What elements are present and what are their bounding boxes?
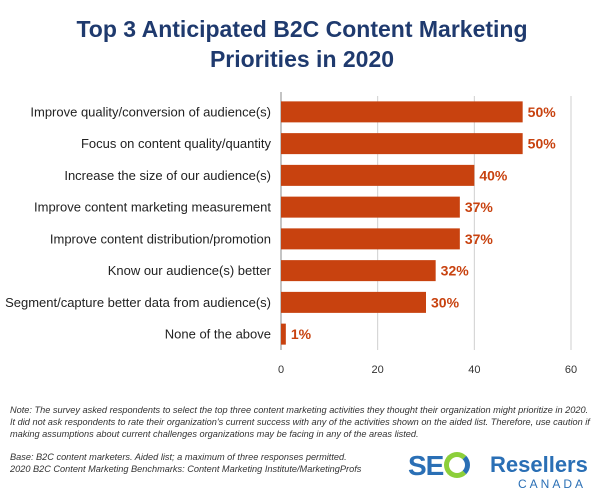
category-label: Improve content marketing measurement bbox=[34, 200, 271, 215]
value-label: 37% bbox=[465, 231, 494, 247]
base-line: Base: B2C content marketers. Aided list;… bbox=[10, 452, 347, 462]
logo-seo-text: SE bbox=[408, 450, 444, 481]
logo-seo: SE bbox=[408, 450, 471, 482]
title-line-1: Top 3 Anticipated B2C Content Marketing bbox=[76, 16, 528, 42]
logo-resellers: Resellers bbox=[490, 452, 588, 477]
category-label: Focus on content quality/quantity bbox=[81, 136, 272, 151]
value-label: 1% bbox=[291, 326, 312, 342]
category-label: Know our audience(s) better bbox=[108, 263, 272, 278]
bar bbox=[281, 323, 286, 345]
source-line: 2020 B2C Content Marketing Benchmarks: C… bbox=[10, 464, 362, 474]
logo-o-icon bbox=[444, 452, 471, 478]
value-label: 37% bbox=[465, 199, 494, 215]
x-tick-label: 40 bbox=[468, 364, 480, 376]
category-label: None of the above bbox=[165, 327, 271, 342]
value-labels: 50% 50% 40% 37% 37% 32% 30% 1% bbox=[291, 104, 556, 342]
x-axis-ticks: 0 20 40 60 bbox=[278, 364, 577, 376]
category-label: Improve quality/conversion of audience(s… bbox=[30, 104, 271, 119]
seo-resellers-logo: SE Resellers CANADA bbox=[408, 448, 598, 496]
value-label: 30% bbox=[431, 294, 460, 310]
x-tick-label: 0 bbox=[278, 364, 284, 376]
bar-chart: Improve quality/conversion of audience(s… bbox=[5, 92, 577, 376]
x-tick-label: 60 bbox=[565, 364, 577, 376]
bar bbox=[281, 101, 523, 123]
value-label: 50% bbox=[528, 104, 557, 120]
bar bbox=[281, 196, 460, 218]
bar bbox=[281, 133, 523, 155]
logo-canada: CANADA bbox=[518, 477, 587, 491]
category-label: Improve content distribution/promotion bbox=[50, 231, 271, 246]
base-source: Base: B2C content marketers. Aided list;… bbox=[10, 451, 430, 475]
bar bbox=[281, 164, 475, 186]
title-line-2: Priorities in 2020 bbox=[209, 46, 395, 72]
bars-group bbox=[281, 101, 523, 345]
x-tick-label: 20 bbox=[372, 364, 384, 376]
bar bbox=[281, 291, 426, 313]
category-labels: Improve quality/conversion of audience(s… bbox=[5, 104, 272, 341]
value-label: 40% bbox=[479, 167, 508, 183]
category-label: Increase the size of our audience(s) bbox=[64, 168, 271, 183]
value-label: 32% bbox=[441, 263, 470, 279]
bar bbox=[281, 228, 460, 250]
bar bbox=[281, 260, 436, 282]
value-label: 50% bbox=[528, 136, 557, 152]
survey-note: Note: The survey asked respondents to se… bbox=[10, 405, 590, 439]
category-label: Segment/capture better data from audienc… bbox=[5, 295, 271, 310]
chart-title: Top 3 Anticipated B2C Content Marketing … bbox=[0, 14, 604, 74]
